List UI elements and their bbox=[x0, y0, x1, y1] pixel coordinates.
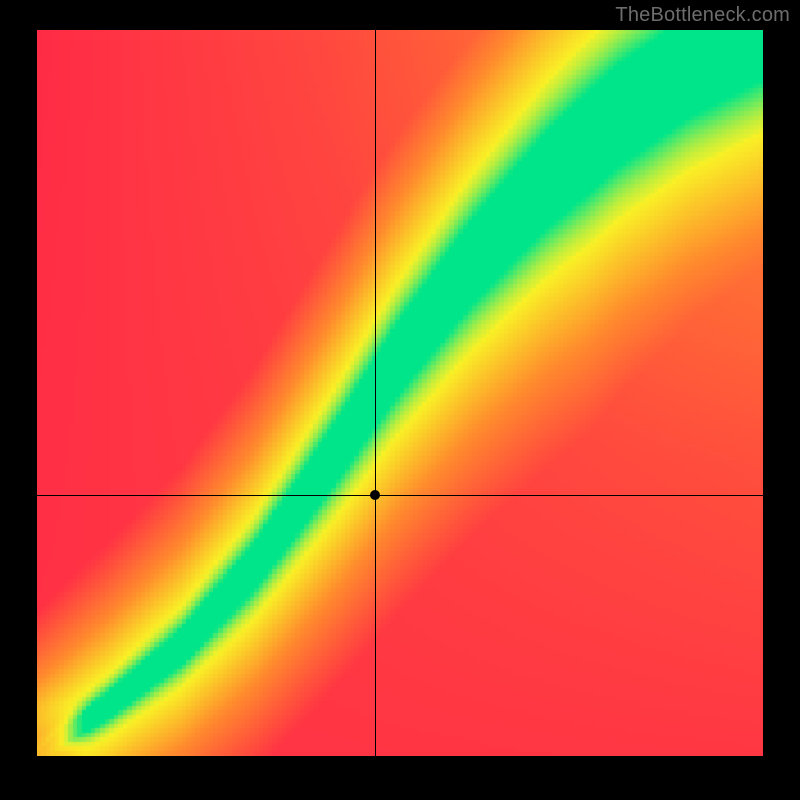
heatmap-canvas bbox=[37, 30, 763, 756]
plot-area bbox=[37, 30, 763, 756]
chart-frame: TheBottleneck.com bbox=[0, 0, 800, 800]
crosshair-horizontal bbox=[37, 495, 763, 496]
watermark-text: TheBottleneck.com bbox=[615, 4, 790, 27]
crosshair-vertical bbox=[375, 30, 376, 756]
marker-dot bbox=[370, 490, 380, 500]
